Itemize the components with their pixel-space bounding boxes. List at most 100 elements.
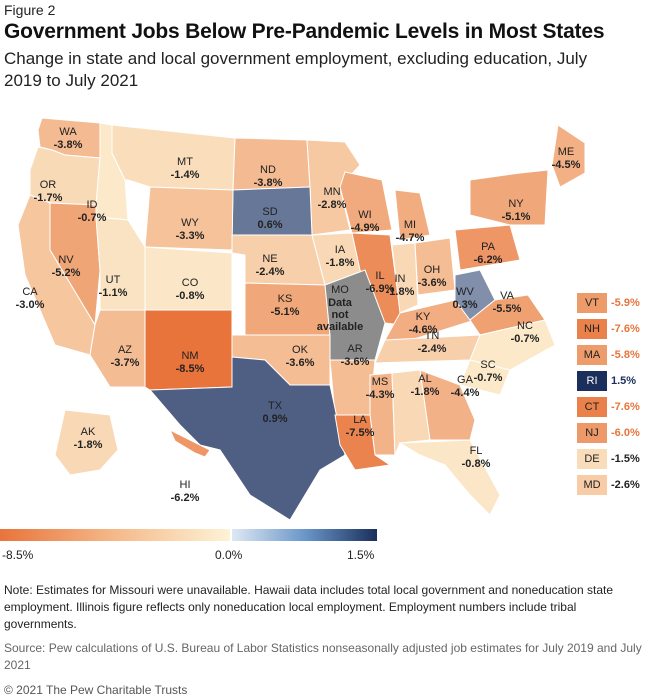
state-value-id: -0.7% <box>78 212 107 224</box>
state-wi <box>339 171 393 234</box>
legend-max-label: 1.5% <box>347 548 375 562</box>
state-label-wi: WI <box>358 209 371 221</box>
state-in <box>391 242 419 314</box>
state-label-ut: UT <box>106 274 121 286</box>
state-value-ga: -4.4% <box>451 387 480 399</box>
state-mi <box>394 189 431 241</box>
state-value-hi: -6.2% <box>171 492 200 504</box>
state-value-nd: -3.8% <box>254 177 283 189</box>
state-value-tn: -2.4% <box>418 343 447 355</box>
state-label-ky: KY <box>416 311 431 323</box>
state-value-or: -1.7% <box>34 192 63 204</box>
state-value-ut: -1.1% <box>99 287 128 299</box>
state-label-az: AZ <box>118 344 132 356</box>
callout-box-ma: MA <box>577 345 607 365</box>
state-value-ca: -3.0% <box>16 299 45 311</box>
state-value-ok: -3.6% <box>286 357 315 369</box>
state-label-in: IN <box>395 273 406 285</box>
state-la <box>334 414 392 471</box>
chart-subtitle: Change in state and local government emp… <box>4 49 588 90</box>
state-value-ne: -2.4% <box>256 266 285 278</box>
state-value-wv: 0.3% <box>452 299 477 311</box>
callout-value-ct: -7.6% <box>611 401 640 413</box>
state-label-sd: SD <box>262 206 277 218</box>
callout-value-vt: -5.9% <box>611 297 640 309</box>
state-ga <box>419 369 476 441</box>
state-al <box>391 369 431 456</box>
legend-positive-ramp <box>232 529 377 541</box>
state-value-sd: 0.6% <box>257 219 282 231</box>
state-value-me: -4.5% <box>552 159 581 171</box>
callout-ma: MA -5.8% <box>577 345 647 365</box>
callout-box-md: MD <box>577 475 607 495</box>
state-value-mt: -1.4% <box>171 169 200 181</box>
state-label-nc: NC <box>517 320 533 332</box>
copyright-text: © 2021 The Pew Charitable Trusts <box>4 683 188 697</box>
state-value-la: -7.5% <box>346 427 375 439</box>
state-ar <box>329 359 376 416</box>
state-value-ny: -5.1% <box>502 211 531 223</box>
callout-value-de: -1.5% <box>611 453 640 465</box>
state-pa <box>454 224 521 271</box>
state-label-me: ME <box>558 146 575 158</box>
state-value-sc: -0.7% <box>474 372 503 384</box>
state-label-ne: NE <box>262 253 277 265</box>
state-label-mn: MN <box>323 186 340 198</box>
note-text: Note: Estimates for Missouri were unavai… <box>4 583 613 631</box>
callout-value-ri: 1.5% <box>611 375 637 387</box>
state-label-mi: MI <box>404 219 416 231</box>
state-value-wy: -3.3% <box>176 230 205 242</box>
state-value-va: -5.5% <box>493 303 522 315</box>
state-sc <box>459 359 511 396</box>
state-label-or: OR <box>40 179 57 191</box>
callout-box-vt: VT <box>577 293 607 313</box>
state-label-nd: ND <box>260 164 276 176</box>
callout-value-md: -2.6% <box>611 479 640 491</box>
state-hi <box>168 428 211 458</box>
state-value-wi: -4.9% <box>351 222 380 234</box>
state-value-ia: -1.8% <box>326 257 355 269</box>
state-label-ms: MS <box>372 376 389 388</box>
state-label-ga: GA <box>457 374 474 386</box>
state-label-co: CO <box>182 277 199 289</box>
callout-vt: VT -5.9% <box>577 293 647 313</box>
callout-ri: RI 1.5% <box>577 371 647 391</box>
color-scale-legend <box>0 529 377 541</box>
state-value-al: -1.8% <box>411 386 440 398</box>
state-value-mi: -4.7% <box>396 232 425 244</box>
state-value-ms: -4.3% <box>366 389 395 401</box>
legend-min-label: -8.5% <box>2 548 34 562</box>
state-label-la: LA <box>353 414 367 426</box>
state-value-az: -3.7% <box>111 357 140 369</box>
state-label-al: AL <box>418 373 431 385</box>
state-label-oh: OH <box>424 264 441 276</box>
state-fl <box>398 439 501 516</box>
state-value-fl: -0.8% <box>462 458 491 470</box>
source-text: Source: Pew calculations of U.S. Bureau … <box>4 641 642 672</box>
state-value-oh: -3.6% <box>418 277 447 289</box>
labels-layer: WA-3.8%OR-1.7%ID-0.7%MT-1.4% ND-3.8%MN-2.… <box>16 126 581 504</box>
state-value-ky: -4.6% <box>409 324 438 336</box>
state-label-tn: TN <box>425 330 440 342</box>
state-label-mt: MT <box>177 156 193 168</box>
state-value-ak: -1.8% <box>74 439 103 451</box>
state-ms <box>369 372 396 456</box>
state-label-ks: KS <box>278 293 293 305</box>
state-value-nm: -8.5% <box>176 363 205 375</box>
state-ky <box>384 299 476 346</box>
state-ak <box>54 409 119 476</box>
callout-box-nj: NJ <box>577 423 607 443</box>
state-label-ia: IA <box>335 244 346 256</box>
state-label-tx: TX <box>268 400 283 412</box>
state-label-ca: CA <box>22 286 38 298</box>
state-tx <box>148 356 346 521</box>
chart-title: Government Jobs Below Pre-Pandemic Level… <box>4 20 605 43</box>
state-label-fl: FL <box>470 445 483 457</box>
state-value-ks: -5.1% <box>271 306 300 318</box>
state-value-pa: -6.2% <box>474 254 503 266</box>
state-label-wa: WA <box>59 126 77 138</box>
callout-nj: NJ -6.0% <box>577 423 647 443</box>
state-value-ar: -3.6% <box>341 356 370 368</box>
callout-de: DE -1.5% <box>577 449 647 469</box>
state-label-ok: OK <box>292 344 309 356</box>
